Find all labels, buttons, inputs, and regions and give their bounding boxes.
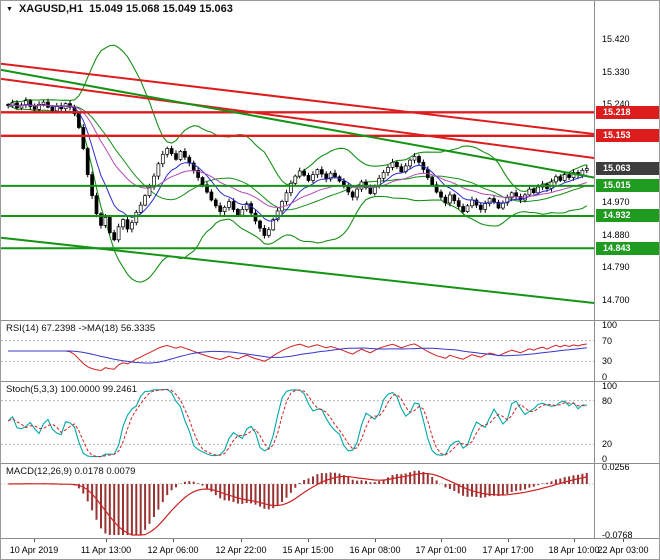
price-marker-badge: 15.218 bbox=[596, 105, 659, 119]
price-marker-badge: 14.932 bbox=[596, 209, 659, 223]
indicator-tick: 100 bbox=[602, 381, 618, 391]
candles bbox=[6, 97, 589, 243]
price-marker-badge: 15.153 bbox=[596, 129, 659, 143]
time-label: 12 Apr 06:00 bbox=[147, 545, 199, 555]
rsi-label: RSI(14) 67.2398 ->MA(18) 56.3335 bbox=[6, 323, 156, 334]
rsi-ma-line bbox=[8, 347, 587, 364]
stochastic-label: Stoch(5,3,3) 100.0000 99.2461 bbox=[6, 384, 137, 395]
time-label: 17 Apr 01:00 bbox=[415, 545, 467, 555]
time-label: 16 Apr 08:00 bbox=[349, 545, 401, 555]
indicator-tick: 30 bbox=[602, 356, 613, 367]
stochastic-canvas[interactable] bbox=[1, 382, 594, 463]
price-tick: 14.880 bbox=[602, 229, 630, 240]
panel-separator[interactable] bbox=[1, 381, 659, 382]
indicator-tick: 0 bbox=[602, 372, 608, 382]
time-label: 11 Apr 13:00 bbox=[80, 545, 132, 555]
price-chart-canvas[interactable] bbox=[1, 1, 594, 320]
symbol-label: XAGUSD,H1 bbox=[18, 3, 84, 15]
stochastic-main-line bbox=[7, 388, 587, 458]
time-label: 22 Apr 03:00 bbox=[597, 545, 649, 555]
macd-signal-line bbox=[8, 472, 587, 536]
time-label: 17 Apr 17:00 bbox=[482, 545, 534, 555]
stochastic-levels bbox=[1, 400, 594, 445]
support-resistance-levels bbox=[1, 111, 594, 250]
chart-title: ▼ XAGUSD,H1 15.049 15.068 15.049 15.063 bbox=[6, 3, 233, 15]
price-marker-badge: 15.063 bbox=[596, 161, 659, 175]
indicator-tick: 80 bbox=[602, 395, 613, 406]
rsi-line bbox=[8, 343, 587, 372]
rsi-canvas[interactable] bbox=[1, 321, 594, 381]
panel-separator[interactable] bbox=[1, 320, 659, 321]
quote-ohlc: 15.049 15.068 15.049 15.063 bbox=[89, 3, 233, 15]
price-tick: 15.420 bbox=[602, 34, 630, 45]
indicator-tick: 70 bbox=[602, 335, 613, 346]
time-label: 10 Apr 2019 bbox=[9, 545, 59, 555]
time-tick bbox=[106, 539, 107, 542]
price-marker-badge: 15.015 bbox=[596, 179, 659, 193]
panel-separator[interactable] bbox=[1, 463, 659, 464]
stochastic-panel[interactable]: Stoch(5,3,3) 100.0000 99.2461 bbox=[1, 382, 594, 463]
indicator-tick: -0.0768 bbox=[602, 530, 633, 540]
rsi-panel[interactable]: RSI(14) 67.2398 ->MA(18) 56.3335 bbox=[1, 321, 594, 381]
rsi-levels bbox=[1, 340, 594, 362]
moving-averages bbox=[8, 103, 587, 222]
time-label: 18 Apr 10:00 bbox=[548, 545, 600, 555]
symbol-dropdown-icon[interactable]: ▼ bbox=[6, 5, 13, 13]
indicator-tick: 20 bbox=[602, 439, 613, 450]
time-label: 12 Apr 22:00 bbox=[215, 545, 267, 555]
price-marker-badge: 14.843 bbox=[596, 241, 659, 255]
time-tick bbox=[241, 539, 242, 542]
time-tick bbox=[173, 539, 174, 542]
macd-panel[interactable]: MACD(12,26,9) 0.0178 0.0079 bbox=[1, 464, 594, 538]
time-label: 15 Apr 15:00 bbox=[282, 545, 334, 555]
indicator-tick: 0.0256 bbox=[602, 462, 630, 472]
indicator-tick: 0 bbox=[602, 454, 608, 464]
trendlines bbox=[1, 62, 594, 304]
price-scale[interactable]: 15.420 15.330 15.240 14.970 14.880 14.790 14.7… bbox=[594, 1, 659, 540]
price-tick: 14.970 bbox=[602, 197, 630, 208]
price-tick: 14.700 bbox=[602, 295, 630, 306]
price-tick: 15.330 bbox=[602, 66, 630, 77]
time-tick bbox=[34, 539, 35, 542]
macd-label: MACD(12,26,9) 0.0178 0.0079 bbox=[6, 466, 136, 477]
time-axis[interactable]: 10 Apr 2019 11 Apr 13:00 12 Apr 06:00 12 Ap… bbox=[1, 539, 659, 559]
time-tick bbox=[375, 539, 376, 542]
price-panel[interactable]: ▼ XAGUSD,H1 15.049 15.068 15.049 15.063 bbox=[1, 1, 594, 320]
time-tick bbox=[441, 539, 442, 542]
panel-separator[interactable] bbox=[1, 538, 659, 539]
bollinger-bands bbox=[7, 44, 588, 283]
stochastic-signal-line bbox=[7, 389, 587, 458]
time-tick bbox=[623, 539, 624, 542]
macd-canvas[interactable] bbox=[1, 464, 594, 538]
indicator-tick: 100 bbox=[602, 320, 618, 330]
time-tick bbox=[508, 539, 509, 542]
price-tick: 14.790 bbox=[602, 262, 630, 273]
time-tick bbox=[574, 539, 575, 542]
macd-histogram bbox=[11, 470, 588, 535]
price-tick: 15.240 bbox=[602, 99, 630, 110]
time-tick bbox=[308, 539, 309, 542]
